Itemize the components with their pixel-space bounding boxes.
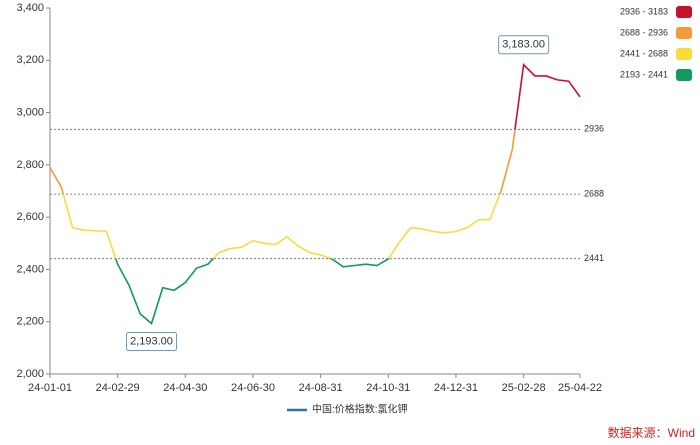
x-tick-label: 24-12-31 xyxy=(434,382,478,394)
line xyxy=(49,63,581,325)
y-tick-label: 2,600 xyxy=(16,211,44,223)
y-tick-label: 2,200 xyxy=(16,316,44,328)
x-tick-label: 24-01-01 xyxy=(28,382,72,394)
value-callout-box xyxy=(498,35,550,55)
value-callout-box xyxy=(125,332,177,352)
piece-label: 2441 - 2688 xyxy=(620,48,668,58)
piece-swatch xyxy=(676,69,692,81)
x-tick-label: 24-04-30 xyxy=(163,382,207,394)
piece-label: 2936 - 3183 xyxy=(620,6,668,16)
piece-swatch xyxy=(676,48,692,60)
x-tick-label: 24-08-31 xyxy=(299,382,343,394)
piece-label: 2688 - 2936 xyxy=(620,27,668,37)
x-tick-label: 25-02-28 xyxy=(502,382,546,394)
y-tick-label: 3,400 xyxy=(16,2,44,14)
piece-swatch xyxy=(676,27,692,39)
y-tick-label: 3,200 xyxy=(16,54,44,66)
source: 数据来源：Wind xyxy=(608,425,695,440)
y-tick-label: 2,800 xyxy=(16,159,44,171)
mark-line-label: 2936 xyxy=(584,124,604,134)
value-callout: 2,193.00 xyxy=(130,335,173,347)
mark-line-label: 2688 xyxy=(584,189,604,199)
piece-label: 2193 - 2441 xyxy=(620,69,668,79)
legend-label: 中国:价格指数:氯化钾 xyxy=(312,403,408,416)
x-tick-label: 24-10-31 xyxy=(366,382,410,394)
y-tick-label: 2,000 xyxy=(16,368,44,380)
x-tick-label: 24-06-30 xyxy=(231,382,275,394)
x-tick-label: 25-04-22 xyxy=(558,382,602,394)
piece-swatch xyxy=(676,6,692,18)
y-tick-label: 2,400 xyxy=(16,263,44,275)
x-tick-label: 24-02-29 xyxy=(96,382,140,394)
value-callout: 3,183.00 xyxy=(502,39,545,51)
mark-line-label: 2441 xyxy=(584,253,604,263)
y-tick-label: 3,000 xyxy=(16,106,44,118)
